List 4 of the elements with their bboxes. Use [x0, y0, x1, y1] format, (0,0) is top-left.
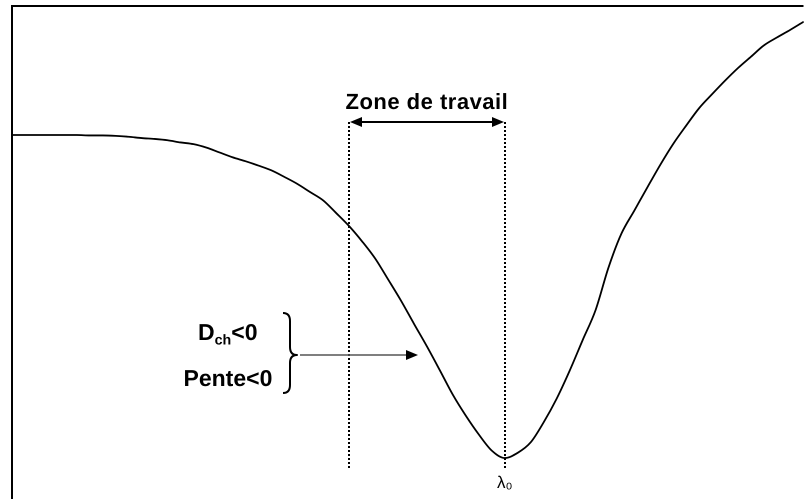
- annotation: Pente<0: [184, 364, 272, 391]
- annotation: Zone de travail: [346, 89, 508, 114]
- text: λ₀: [497, 472, 513, 492]
- annotation: D$_{ch}$<0: [198, 318, 258, 348]
